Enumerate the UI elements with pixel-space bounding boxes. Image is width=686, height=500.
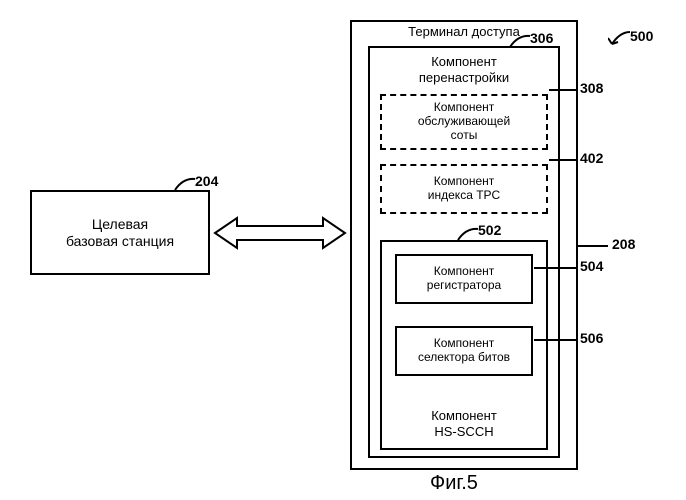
ref-306-leader xyxy=(508,33,532,49)
bitselector-box: Компонент селектора битов xyxy=(395,326,533,376)
bidirectional-arrow xyxy=(215,216,345,250)
ref-204: 204 xyxy=(195,173,218,189)
figure-number-arrow xyxy=(608,30,632,48)
ref-308-leader xyxy=(549,89,577,91)
ref-402: 402 xyxy=(580,150,603,166)
target-base-station-box: Целевая базовая станция xyxy=(30,190,210,275)
ref-208-leader xyxy=(578,245,608,247)
registrar-box: Компонент регистратора xyxy=(395,254,533,304)
ref-208: 208 xyxy=(612,236,635,252)
ref-308: 308 xyxy=(580,80,603,96)
figure-number: 500 xyxy=(630,28,653,44)
diagram-canvas: 500 Целевая базовая станция 204 Терминал… xyxy=(0,0,686,500)
ref-204-leader xyxy=(173,176,197,192)
serving-cell-box: Компонент обслуживающей соты xyxy=(380,94,548,150)
ref-504-leader xyxy=(534,267,576,269)
ref-402-leader xyxy=(549,159,577,161)
ref-506: 506 xyxy=(580,330,603,346)
reconfig-text: Компонент перенастройки xyxy=(368,54,560,85)
ref-502: 502 xyxy=(478,222,501,238)
ref-506-leader xyxy=(534,339,576,341)
ref-504: 504 xyxy=(580,258,603,274)
hs-scch-text: Компонент HS-SCCH xyxy=(380,408,548,439)
tpc-box: Компонент индекса TPC xyxy=(380,164,548,214)
ref-306: 306 xyxy=(530,30,553,46)
figure-caption: Фиг.5 xyxy=(430,472,478,495)
ref-502-leader xyxy=(456,226,480,242)
